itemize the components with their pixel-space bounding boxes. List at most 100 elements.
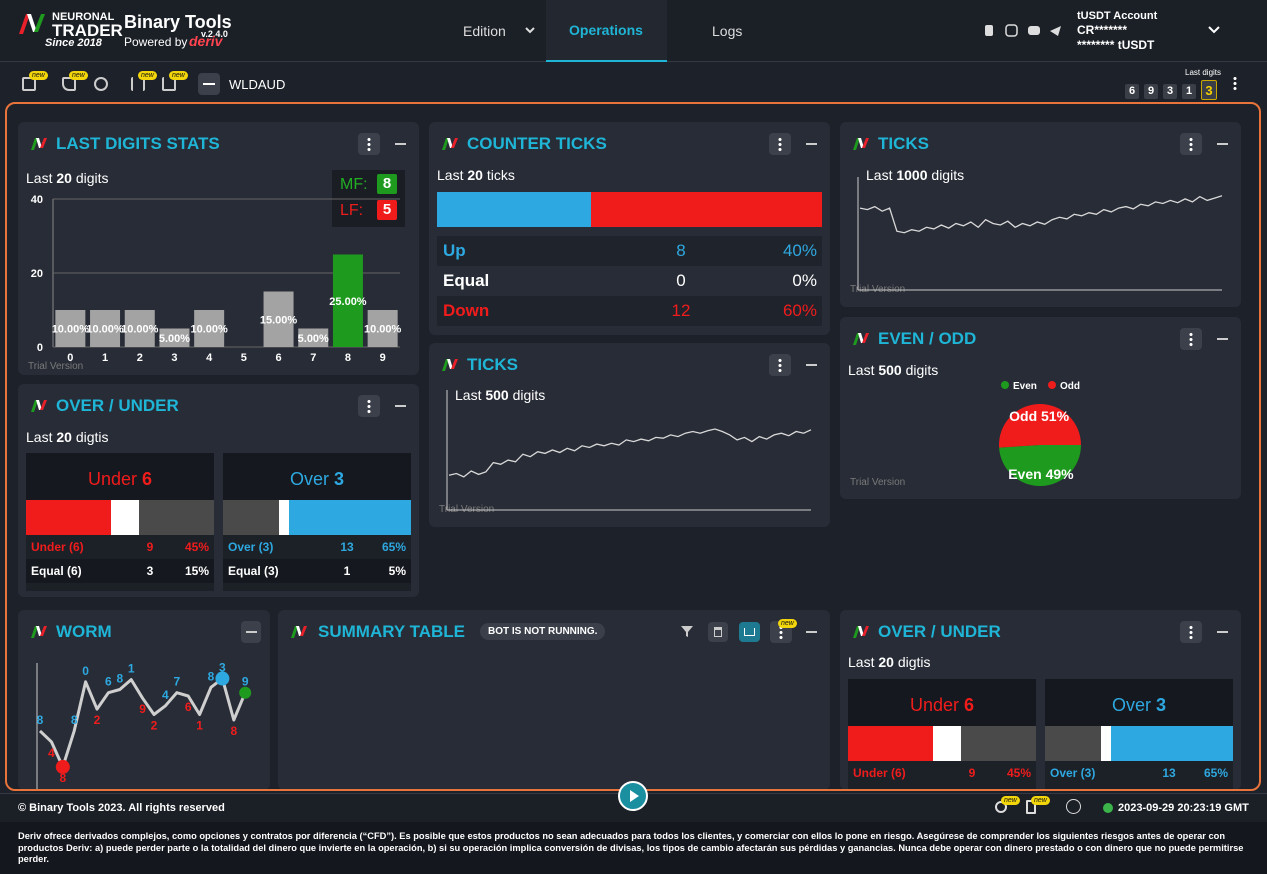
minus-icon: [1217, 143, 1228, 145]
minimize-button[interactable]: [241, 621, 261, 643]
widget-subtitle: Last 20 ticks: [437, 167, 515, 183]
over-under-card: OVER / UNDER Last 20 digtis Under 6 Under …: [18, 384, 419, 597]
toolbar-icon[interactable]: [131, 77, 145, 91]
minimize-button[interactable]: [390, 395, 410, 417]
nav-active[interactable]: [546, 0, 667, 62]
youtube-icon[interactable]: [1028, 26, 1040, 35]
minus-icon: [806, 364, 817, 366]
download-icon: [744, 628, 755, 636]
box-header: Under 6: [26, 453, 214, 500]
ratio-segment: [138, 500, 214, 535]
ratio-segment: [1110, 726, 1233, 761]
menu-button[interactable]: [358, 395, 380, 417]
subtitle-count: 500: [485, 387, 509, 403]
widget-logo: [852, 136, 870, 152]
row-percent: 5%: [388, 564, 406, 578]
logo-stroke: [853, 333, 860, 345]
ratio-segment: [1101, 726, 1111, 761]
new-badge: new: [1031, 796, 1050, 805]
new-badge: new: [69, 71, 88, 80]
nav-item[interactable]: Operations: [569, 22, 643, 38]
logo-stroke: [853, 138, 860, 150]
logo-icon: [31, 400, 47, 412]
nav-item[interactable]: Logs: [712, 23, 743, 39]
widget-logo: [441, 136, 459, 152]
widget-subtitle: Last 500 digits: [455, 387, 545, 403]
symbol: WLDAUD: [229, 77, 286, 92]
nav-item[interactable]: Edition: [463, 23, 506, 39]
logo-stroke: [31, 626, 38, 638]
language-button[interactable]: [1066, 799, 1081, 814]
logo-icon: [31, 626, 47, 638]
telegram-icon[interactable]: [1050, 26, 1061, 36]
partner: deriv: [189, 33, 223, 49]
box-barrier: 6: [964, 695, 975, 715]
menu-dots: [1189, 137, 1193, 152]
logo-stroke: [451, 359, 458, 369]
account-chevron[interactable]: [1207, 25, 1221, 35]
toolbar-menu[interactable]: [1233, 76, 1237, 91]
logo-stroke: [862, 626, 869, 636]
lf-value: 5: [377, 200, 397, 220]
subtitle-count: 20: [878, 654, 894, 670]
menu-dots: [778, 358, 782, 373]
box-row: Under (6) 9 45%: [848, 761, 1036, 785]
subtitle-text: digits: [931, 167, 965, 183]
subtitle-count: 20: [56, 429, 72, 445]
ratio-segment: [223, 500, 280, 535]
row-label: Over (3): [1050, 766, 1096, 780]
even-odd-card: EVEN / ODD Last 500 digits Trial Version: [840, 317, 1241, 499]
chevron[interactable]: [524, 25, 536, 35]
social-icons[interactable]: [983, 24, 1063, 38]
minimize-button[interactable]: [801, 354, 821, 376]
box-header: Over 3: [223, 453, 411, 500]
minimize-button[interactable]: [390, 133, 410, 155]
logo-stroke: [862, 138, 869, 148]
menu-dots: [1189, 332, 1193, 347]
lf-label: LF:: [340, 202, 364, 219]
menu-button[interactable]: [1180, 133, 1202, 155]
menu-dots: [778, 137, 782, 152]
box-row: Equal (3) 1 5%: [223, 559, 411, 583]
over-under-box: Over 3 Over (3) 13 65%: [1045, 679, 1233, 790]
last-digits-label: Last digits: [1185, 68, 1222, 77]
row-count: 8: [676, 241, 686, 260]
row-percent: 65%: [381, 540, 406, 554]
brand-since: Since 2018: [45, 37, 102, 49]
toolbar-icon[interactable]: [94, 77, 108, 91]
minimize-button[interactable]: [1212, 621, 1232, 643]
minus-icon: [203, 83, 215, 85]
row-percent: 45%: [1006, 766, 1031, 780]
widget-subtitle: Last 500 digits: [848, 362, 938, 378]
minimize-button[interactable]: [801, 621, 821, 643]
download-button[interactable]: [739, 622, 760, 642]
last-digit: 1: [1182, 84, 1196, 99]
subtitle-text: Last: [437, 167, 464, 183]
minimize-button[interactable]: [1212, 133, 1232, 155]
last-digit: 9: [1144, 84, 1158, 99]
subtitle-text: Last: [26, 429, 53, 445]
menu-button[interactable]: [1180, 328, 1202, 350]
account-id: CR*******: [1077, 23, 1128, 37]
delete-button[interactable]: [708, 622, 728, 642]
minimize-button[interactable]: [1212, 328, 1232, 350]
filter-button[interactable]: [681, 625, 693, 637]
facebook-icon[interactable]: [985, 25, 993, 36]
row-count: 9: [968, 766, 976, 780]
menu-dots: [779, 625, 783, 640]
menu-button[interactable]: [1180, 621, 1202, 643]
menu-button[interactable]: [769, 133, 791, 155]
logo-stroke: [447, 359, 453, 369]
logo-stroke: [40, 626, 47, 636]
menu-button[interactable]: [358, 133, 380, 155]
play-button[interactable]: [618, 781, 648, 811]
ratio-bar: [223, 500, 411, 535]
instagram-icon[interactable]: [1005, 24, 1018, 37]
minimize-button[interactable]: [801, 133, 821, 155]
collapse-button[interactable]: [198, 73, 220, 95]
box-row: Over (3) 13 65%: [223, 535, 411, 559]
new-badge: new: [29, 71, 48, 80]
frequency-box: MF: 8 LF: 5: [332, 170, 405, 227]
toolbar-icon[interactable]: [162, 77, 176, 91]
menu-button[interactable]: [769, 354, 791, 376]
